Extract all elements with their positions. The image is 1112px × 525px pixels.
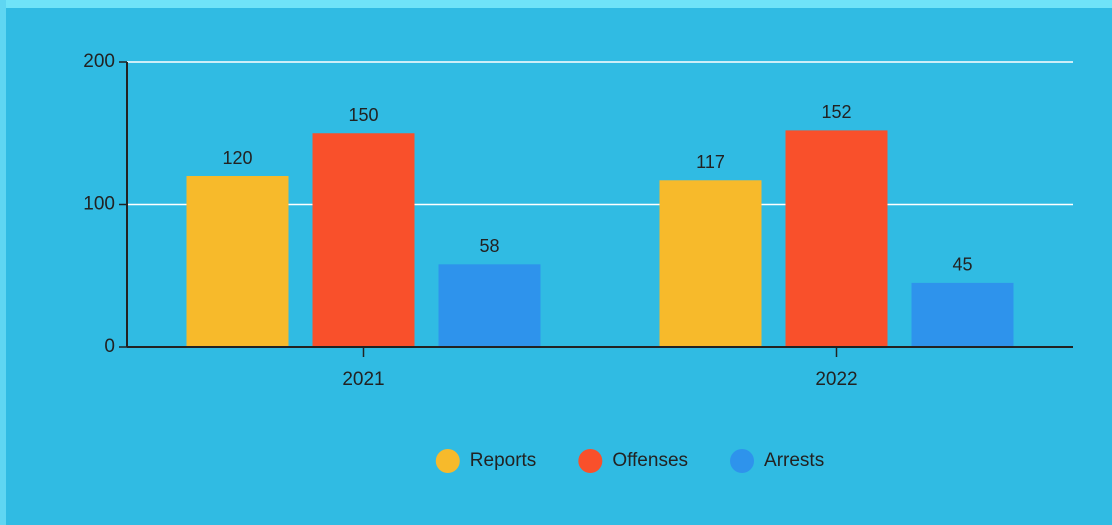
bar — [312, 133, 415, 347]
y-tick-label: 100 — [83, 194, 115, 215]
y-tick-label: 200 — [83, 51, 115, 72]
data-label: 150 — [348, 105, 378, 125]
legend-swatch — [435, 449, 460, 473]
x-tick-label: 2021 — [342, 369, 384, 390]
data-label: 45 — [952, 255, 972, 275]
legend-swatch — [730, 449, 755, 473]
y-tick-label: 0 — [104, 336, 115, 357]
bar — [911, 282, 1014, 347]
legend-swatch — [578, 449, 603, 473]
bar — [785, 130, 888, 347]
legend-label: Offenses — [612, 450, 688, 471]
top-border — [0, 0, 1112, 8]
bar — [438, 264, 541, 347]
legend-label: Arrests — [764, 450, 824, 471]
left-border — [0, 0, 6, 525]
data-label: 152 — [821, 102, 851, 122]
x-tick-label: 2022 — [815, 369, 857, 390]
data-label: 120 — [222, 148, 252, 168]
data-label: 117 — [696, 152, 725, 172]
bar — [659, 180, 762, 347]
bar — [186, 176, 289, 347]
data-label: 58 — [479, 236, 499, 256]
legend-label: Reports — [470, 450, 537, 471]
